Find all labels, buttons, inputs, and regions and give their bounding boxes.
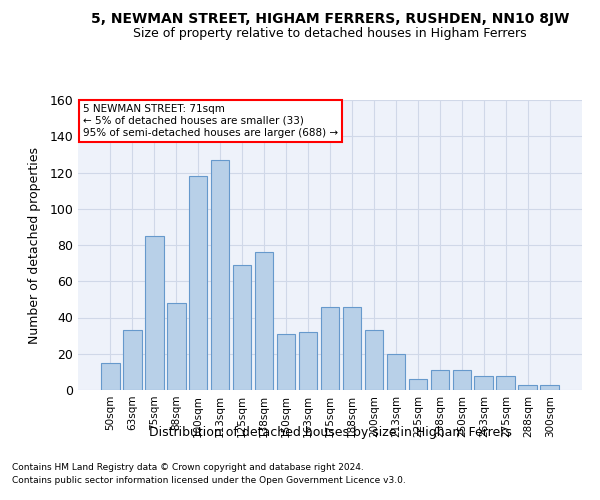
Bar: [167, 303, 185, 390]
Bar: [365, 330, 383, 390]
Bar: [518, 384, 537, 390]
Bar: [277, 334, 295, 390]
Bar: [255, 252, 274, 390]
Bar: [123, 330, 142, 390]
Bar: [541, 384, 559, 390]
Text: Distribution of detached houses by size in Higham Ferrers: Distribution of detached houses by size …: [149, 426, 511, 439]
Bar: [475, 376, 493, 390]
Bar: [343, 306, 361, 390]
Bar: [233, 265, 251, 390]
Bar: [299, 332, 317, 390]
Bar: [386, 354, 405, 390]
Text: Contains HM Land Registry data © Crown copyright and database right 2024.: Contains HM Land Registry data © Crown c…: [12, 464, 364, 472]
Y-axis label: Number of detached properties: Number of detached properties: [28, 146, 41, 344]
Bar: [431, 370, 449, 390]
Bar: [211, 160, 229, 390]
Text: 5 NEWMAN STREET: 71sqm
← 5% of detached houses are smaller (33)
95% of semi-deta: 5 NEWMAN STREET: 71sqm ← 5% of detached …: [83, 104, 338, 138]
Bar: [145, 236, 164, 390]
Text: 5, NEWMAN STREET, HIGHAM FERRERS, RUSHDEN, NN10 8JW: 5, NEWMAN STREET, HIGHAM FERRERS, RUSHDE…: [91, 12, 569, 26]
Text: Contains public sector information licensed under the Open Government Licence v3: Contains public sector information licen…: [12, 476, 406, 485]
Bar: [452, 370, 471, 390]
Bar: [496, 376, 515, 390]
Bar: [101, 363, 119, 390]
Bar: [409, 379, 427, 390]
Bar: [320, 306, 340, 390]
Text: Size of property relative to detached houses in Higham Ferrers: Size of property relative to detached ho…: [133, 28, 527, 40]
Bar: [189, 176, 208, 390]
